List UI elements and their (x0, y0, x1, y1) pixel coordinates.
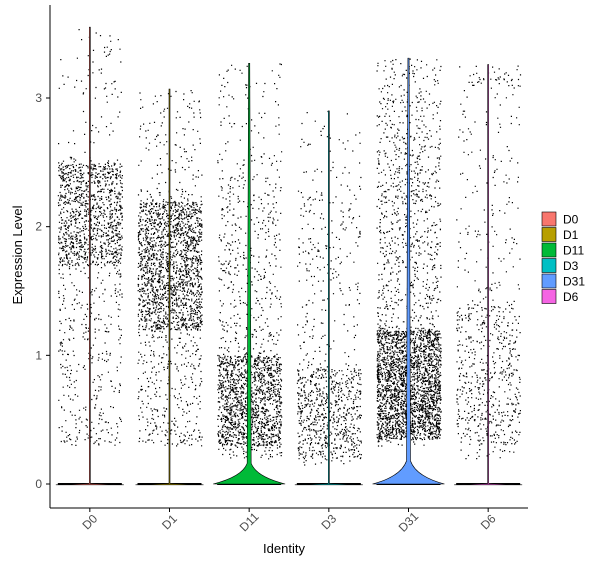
legend-swatch (541, 227, 557, 242)
legend-label: D6 (563, 290, 579, 304)
y-tick-label: 1 (35, 348, 42, 362)
legend-swatch (541, 242, 557, 258)
legend-label: D31 (563, 275, 585, 289)
x-tick-label: D6 (478, 511, 499, 532)
legend-swatch (541, 289, 557, 304)
violin-shape (135, 88, 204, 486)
violin-D3 (294, 110, 363, 486)
legend-label: D0 (563, 213, 579, 227)
x-axis-title: Identity (263, 541, 305, 556)
y-tick-label: 2 (35, 220, 42, 234)
x-tick-label: D3 (318, 511, 339, 532)
x-tick-label: D31 (396, 509, 422, 535)
violin-shape (213, 62, 286, 485)
legend-swatch (541, 258, 557, 273)
violin-shape (372, 57, 445, 485)
legend-swatch (541, 211, 557, 227)
violins (55, 26, 523, 486)
violin-shape (55, 26, 124, 486)
legend-label: D1 (563, 228, 579, 242)
y-tick-label: 3 (35, 91, 42, 105)
violin-D1 (135, 88, 204, 486)
violin-shape (294, 110, 363, 486)
jitter-point-cloud (57, 29, 123, 446)
x-tick-label: D1 (159, 511, 180, 532)
violin-shape (454, 64, 523, 486)
x-ticks: D0 D1 D11 D3 D31 D6 (79, 508, 499, 535)
y-axis-title: Expression Level (10, 205, 25, 304)
violin-D11 (213, 62, 286, 485)
legend-swatch (541, 273, 557, 289)
violin-D0 (55, 26, 124, 486)
x-tick-label: D11 (237, 509, 262, 534)
jitter-point-cloud (376, 58, 442, 447)
violin-D6 (454, 64, 523, 486)
jitter-points (57, 29, 522, 485)
jitter-point-cloud (296, 110, 362, 466)
y-ticks: 0 1 2 3 (35, 91, 50, 491)
violin-D31 (372, 57, 445, 485)
legend-label: D11 (563, 244, 584, 258)
legend-label: D3 (563, 259, 579, 273)
jitter-point-cloud (217, 63, 283, 460)
x-tick-label: D0 (79, 511, 100, 532)
y-tick-label: 0 (35, 477, 42, 491)
axes (49, 5, 528, 509)
